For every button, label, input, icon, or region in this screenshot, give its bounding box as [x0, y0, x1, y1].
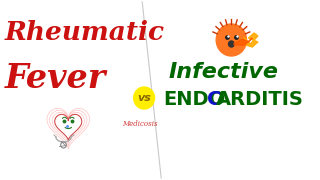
Circle shape — [216, 24, 246, 56]
Text: Rheumatic: Rheumatic — [5, 20, 165, 45]
Text: Infective: Infective — [169, 62, 279, 82]
Polygon shape — [234, 38, 252, 45]
Text: vs: vs — [137, 93, 151, 103]
Circle shape — [134, 87, 155, 109]
Polygon shape — [234, 33, 258, 47]
Text: Fever: Fever — [5, 62, 106, 95]
Text: ENDO: ENDO — [163, 90, 225, 109]
Text: C: C — [207, 90, 221, 109]
Text: Medicosis: Medicosis — [123, 120, 158, 128]
Text: ARDITIS: ARDITIS — [216, 90, 304, 109]
Circle shape — [228, 41, 234, 47]
